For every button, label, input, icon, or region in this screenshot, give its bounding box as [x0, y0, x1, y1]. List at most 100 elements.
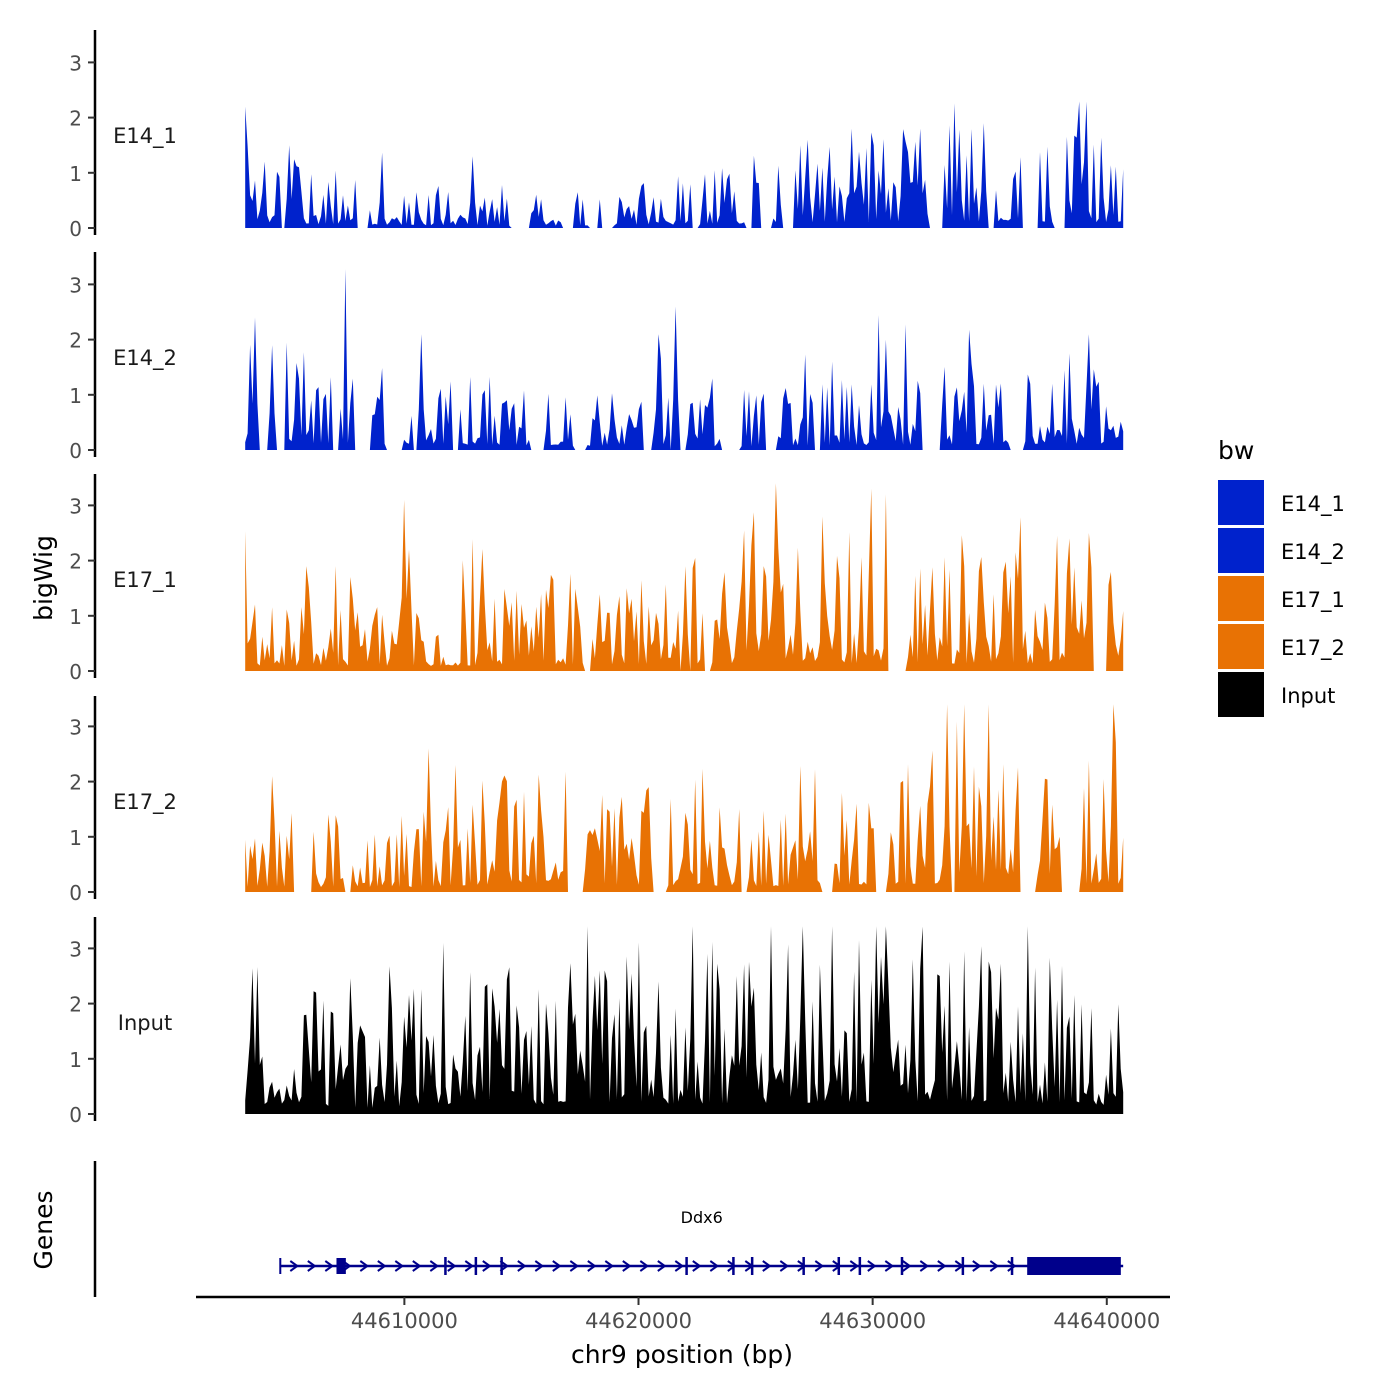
gene-track: Ddx6	[93, 1161, 1124, 1297]
strand-arrow	[937, 1260, 947, 1272]
y-tick-label: 2	[69, 993, 82, 1017]
exon	[750, 1257, 754, 1275]
strand-arrow	[569, 1260, 580, 1272]
legend-label: Input	[1281, 684, 1335, 708]
track-label: E17_2	[113, 790, 177, 815]
strand-arrow	[849, 1260, 860, 1272]
exon-utr	[1027, 1257, 1121, 1275]
y-tick-label: 1	[69, 605, 82, 629]
strand-arrow	[324, 1260, 335, 1272]
strand-arrow	[639, 1260, 650, 1272]
strand-arrow	[762, 1260, 772, 1272]
y-tick-label: 1	[69, 162, 82, 186]
track-E17_1: 0 1 2 3 E17_1	[69, 474, 1124, 684]
strand-arrow	[692, 1260, 702, 1272]
signal-tracks: 0 1 2 3 E14_1 0 1 2 3 E14_2 0 1 2 3 E17_1 0 1 2 3 E17_2 0 1 2 3…	[69, 30, 1124, 1127]
genes-track-title: Genes	[29, 1190, 58, 1269]
track-E14_2: 0 1 2 3 E14_2	[69, 252, 1124, 463]
signal-area-E14_2	[245, 269, 1124, 450]
track-Input: 0 1 2 3 Input	[69, 917, 1124, 1127]
exon	[685, 1257, 688, 1275]
strand-arrow	[727, 1260, 737, 1272]
exon	[837, 1257, 841, 1275]
exon	[444, 1257, 447, 1275]
legend-title: bw	[1218, 436, 1254, 465]
legend-key-E17_1	[1218, 576, 1264, 621]
signal-area-E17_2	[245, 704, 1124, 892]
y-tick-label: 1	[69, 826, 82, 850]
legend-key-E14_1	[1218, 480, 1264, 525]
strand-arrow	[289, 1260, 300, 1272]
y-tick-label: 3	[69, 715, 82, 739]
x-tick-label: 44630000	[819, 1309, 926, 1333]
legend-key-E14_2	[1218, 528, 1264, 573]
legend-label: E17_2	[1281, 636, 1345, 661]
strand-arrow	[482, 1260, 492, 1272]
y-tick-label: 3	[69, 273, 82, 297]
exon	[732, 1257, 735, 1275]
strand-arrow	[814, 1260, 825, 1272]
strand-arrow	[1007, 1260, 1017, 1272]
signal-area-E17_1	[245, 483, 1124, 671]
strand-arrow	[377, 1260, 387, 1272]
signal-area-E14_1	[245, 101, 1124, 228]
strand-arrow	[359, 1260, 370, 1272]
strand-arrow	[604, 1260, 615, 1272]
legend: bw E14_1 E14_2 E17_1 E17_2 Input	[1218, 436, 1345, 717]
strand-arrow	[972, 1260, 982, 1272]
x-tick-label: 44640000	[1053, 1309, 1160, 1333]
y-tick-label: 1	[69, 384, 82, 408]
y-tick-label: 0	[69, 881, 82, 905]
exon	[1010, 1257, 1014, 1275]
exon	[961, 1257, 965, 1275]
exon	[802, 1257, 805, 1275]
y-tick-label: 0	[69, 660, 82, 684]
y-tick-label: 0	[69, 439, 82, 463]
y-tick-label: 3	[69, 51, 82, 75]
strand-arrow	[709, 1260, 720, 1272]
strand-arrow	[552, 1260, 562, 1272]
track-E17_2: 0 1 2 3 E17_2	[69, 696, 1124, 905]
strand-arrow	[464, 1260, 475, 1272]
strand-arrow	[429, 1260, 440, 1272]
strand-arrow	[902, 1260, 912, 1272]
strand-arrow	[622, 1260, 632, 1272]
y-tick-label: 2	[69, 329, 82, 353]
strand-arrow	[412, 1260, 422, 1272]
strand-arrow	[534, 1260, 545, 1272]
legend-label: E14_1	[1281, 492, 1345, 517]
signal-area-Input	[245, 926, 1124, 1114]
strand-arrow	[674, 1260, 685, 1272]
y-tick-label: 3	[69, 937, 82, 961]
y-tick-label: 3	[69, 494, 82, 518]
track-label: E17_1	[113, 568, 177, 593]
strand-arrow	[307, 1260, 317, 1272]
exon	[500, 1257, 503, 1275]
track-label: E14_2	[113, 346, 177, 371]
y-tick-label: 2	[69, 550, 82, 574]
y-tick-label: 2	[69, 107, 82, 131]
x-tick-label: 44610000	[351, 1309, 458, 1333]
strand-arrow	[657, 1260, 667, 1272]
legend-key-E17_2	[1218, 624, 1264, 669]
exon	[858, 1257, 862, 1275]
strand-arrow	[884, 1260, 895, 1272]
y-tick-label: 2	[69, 771, 82, 795]
y-tick-label: 0	[69, 1103, 82, 1127]
y-tick-label: 0	[69, 217, 82, 241]
track-E14_1: 0 1 2 3 E14_1	[69, 30, 1124, 241]
strand-arrow	[867, 1260, 877, 1272]
y-tick-label: 1	[69, 1048, 82, 1072]
strand-arrow	[517, 1260, 527, 1272]
strand-arrow	[447, 1260, 457, 1272]
gene-name: Ddx6	[681, 1208, 723, 1227]
track-label: E14_1	[113, 124, 177, 149]
x-axis-title: chr9 position (bp)	[571, 1340, 793, 1369]
legend-label: E17_1	[1281, 588, 1345, 613]
track-label: Input	[118, 1011, 172, 1035]
exon	[900, 1257, 904, 1275]
strand-arrow	[779, 1260, 790, 1272]
x-tick-label: 44620000	[585, 1309, 692, 1333]
strand-arrow	[989, 1260, 1000, 1272]
